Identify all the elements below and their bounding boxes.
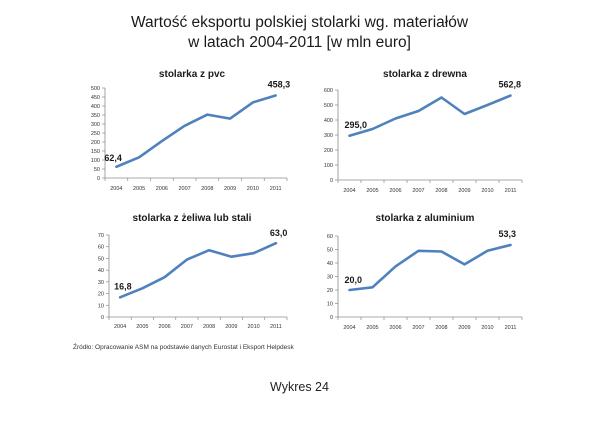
data-label: 16,8 (114, 281, 132, 291)
y-tick-label: 150 (91, 149, 100, 155)
x-tick-label: 2008 (201, 186, 213, 192)
x-tick-label: 2008 (203, 324, 215, 330)
x-tick-label: 2007 (412, 325, 424, 331)
x-tick-label: 2010 (248, 324, 260, 330)
y-tick-label: 50 (94, 167, 100, 173)
data-label: 63,0 (270, 228, 288, 238)
x-tick-label: 2009 (225, 324, 237, 330)
x-tick-label: 2006 (389, 325, 401, 331)
y-tick-label: 250 (91, 131, 100, 137)
y-tick-label: 20 (327, 288, 333, 294)
data-label: 458,3 (268, 80, 291, 90)
y-tick-label: 500 (91, 86, 100, 92)
x-tick-label: 2005 (366, 325, 378, 331)
y-tick-label: 300 (324, 133, 333, 139)
y-tick-label: 50 (98, 256, 104, 262)
data-label: 295,0 (345, 120, 368, 130)
x-tick-label: 2007 (179, 186, 191, 192)
x-tick-label: 2008 (435, 188, 447, 194)
x-tick-label: 2011 (505, 188, 517, 194)
y-tick-label: 0 (330, 315, 333, 321)
x-tick-label: 2004 (343, 325, 355, 331)
y-tick-label: 70 (98, 233, 104, 239)
y-tick-label: 400 (91, 104, 100, 110)
series-line (348, 243, 512, 292)
x-tick-label: 2005 (133, 186, 145, 192)
x-tick-label: 2005 (136, 324, 148, 330)
x-tick-label: 2009 (458, 188, 470, 194)
y-tick-label: 60 (327, 234, 333, 240)
y-tick-label: 20 (98, 292, 104, 298)
x-tick-label: 2004 (343, 188, 355, 194)
y-tick-label: 40 (98, 268, 104, 274)
y-tick-label: 500 (324, 103, 333, 109)
figure-title-line2: w latach 2004-2011 [w mln euro] (188, 34, 411, 51)
y-tick-label: 100 (324, 163, 333, 169)
y-tick-label: 50 (327, 248, 333, 254)
x-tick-label: 2011 (270, 186, 282, 192)
x-tick-label: 2008 (435, 325, 447, 331)
source-note: Źródło: Opracowanie ASM na podstawie dan… (73, 344, 294, 351)
chart-panel-zeliwo-stal: stolarka z żeliwa lub stali 0 10 20 30 40 50 60… (98, 213, 288, 330)
y-tick-label: 0 (330, 178, 333, 184)
series-line (115, 94, 277, 169)
x-tick-label: 2009 (224, 186, 236, 192)
figure-title-line1: Wartość eksportu polskiej stolarki wg. m… (130, 14, 469, 31)
chart-panel-aluminium: stolarka z aluminium 0 10 20 30 40 50 60 2004 200… (327, 213, 523, 331)
chart-title-pvc: stolarka z pvc (159, 69, 226, 80)
chart-title-aluminium: stolarka z aluminium (376, 213, 475, 224)
figure-caption: Wykres 24 (270, 380, 329, 394)
y-tick-label: 300 (91, 122, 100, 128)
x-tick-label: 2011 (270, 324, 282, 330)
y-tick-label: 400 (324, 118, 333, 124)
x-tick-label: 2006 (156, 186, 168, 192)
chart-panel-drewno: stolarka z drewna 0 100 200 300 400 500 600 2004… (324, 69, 523, 194)
x-tick-label: 2010 (247, 186, 259, 192)
data-label: 53,3 (499, 229, 517, 239)
x-tick-label: 2011 (505, 325, 517, 331)
y-tick-label: 30 (327, 275, 333, 281)
y-tick-label: 0 (97, 176, 100, 182)
x-tick-label: 2004 (114, 324, 126, 330)
y-tick-label: 350 (91, 113, 100, 119)
y-tick-label: 600 (324, 88, 333, 94)
series-line (348, 94, 512, 138)
y-tick-label: 30 (98, 280, 104, 286)
y-tick-label: 40 (327, 261, 333, 267)
x-tick-label: 2009 (458, 325, 470, 331)
chart-title-zeliwo-stal: stolarka z żeliwa lub stali (133, 213, 252, 224)
x-tick-label: 2005 (366, 188, 378, 194)
series-line (118, 241, 278, 299)
chart-panel-pvc: stolarka z pvc 0 50 100 150 200 250 300 350 400 45… (91, 69, 291, 192)
y-tick-label: 10 (98, 303, 104, 309)
data-label: 20,0 (345, 275, 363, 285)
x-tick-label: 2006 (389, 188, 401, 194)
y-tick-label: 450 (91, 95, 100, 101)
chart-title-drewno: stolarka z drewna (383, 69, 467, 80)
y-tick-label: 100 (91, 158, 100, 164)
x-tick-label: 2007 (412, 188, 424, 194)
x-tick-label: 2006 (159, 324, 171, 330)
y-tick-label: 200 (324, 148, 333, 154)
data-label: 562,8 (499, 80, 522, 90)
y-tick-label: 200 (91, 140, 100, 146)
y-tick-label: 10 (327, 302, 333, 308)
data-label: 62,4 (104, 153, 122, 163)
x-tick-label: 2004 (110, 186, 122, 192)
x-tick-label: 2010 (481, 188, 493, 194)
x-tick-label: 2007 (181, 324, 193, 330)
y-tick-label: 0 (101, 315, 104, 321)
x-tick-label: 2010 (481, 325, 493, 331)
y-tick-label: 60 (98, 245, 104, 251)
